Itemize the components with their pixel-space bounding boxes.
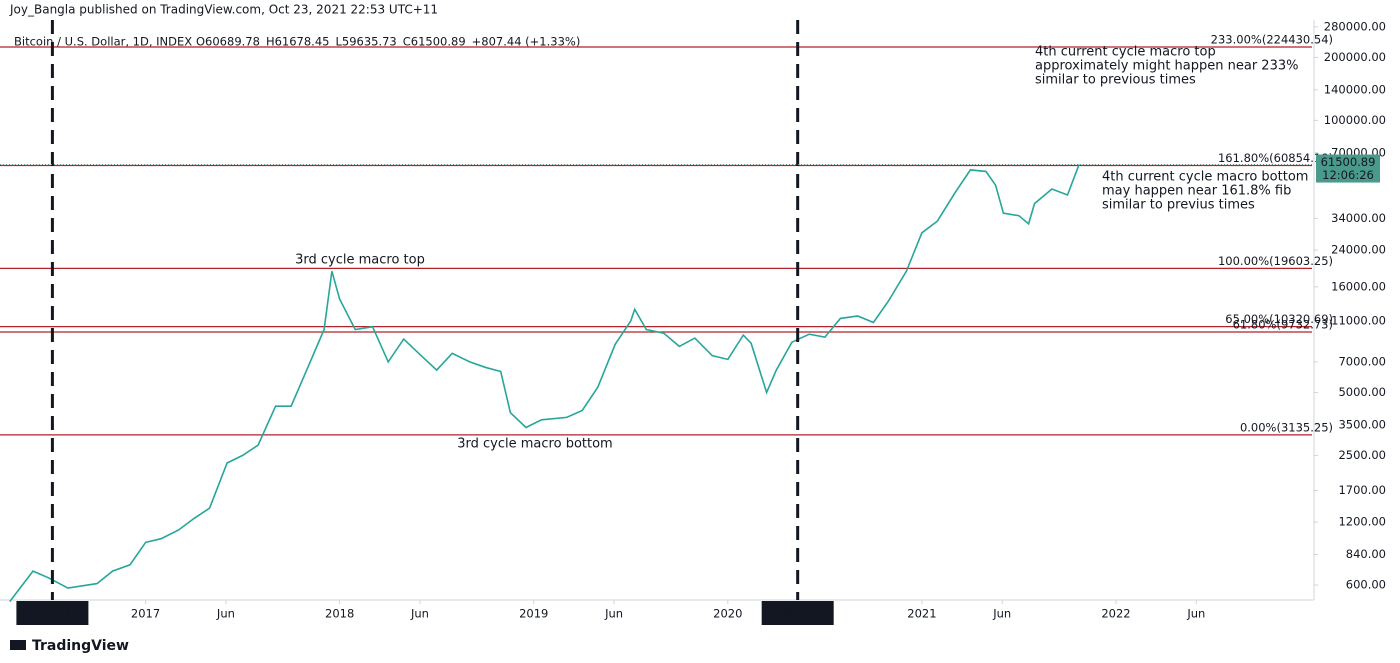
y-tick-label: 600.00	[1346, 578, 1386, 592]
x-tick-label: 2019	[519, 607, 548, 621]
annotation: may happen near 161.8% fib	[1102, 184, 1291, 199]
price-line	[9, 164, 1080, 603]
annotation: 4th current cycle macro bottom	[1102, 170, 1308, 185]
x-tick-label: Jun	[1186, 607, 1205, 621]
y-tick-label: 140000.00	[1324, 82, 1386, 96]
y-tick-label: 24000.00	[1331, 243, 1386, 257]
annotation: similar to previous times	[1035, 73, 1196, 88]
annotation: approximately might happen near 233%	[1035, 59, 1298, 74]
countdown: 12:06:26	[1322, 168, 1374, 182]
x-tick-label: 2021	[907, 607, 936, 621]
marker-label: 11 May '20	[766, 607, 830, 621]
marker-label: 10 Jul '16	[26, 607, 80, 621]
marker-box	[16, 601, 89, 625]
fib-label: 65.00%(10320.69)	[1225, 312, 1333, 326]
y-tick-label: 1200.00	[1338, 515, 1386, 529]
ohlc-value: O60689.78	[196, 35, 260, 49]
x-tick-label: Jun	[604, 607, 623, 621]
ohlc-value: H61678.45	[266, 35, 330, 49]
y-tick-label: 280000.00	[1324, 19, 1386, 33]
y-tick-label: 16000.00	[1331, 279, 1386, 293]
ohlc: O60689.78 H61678.45 L59635.73 C61500.89 +807…	[196, 35, 580, 49]
ohlc-value: C61500.89	[403, 35, 466, 49]
last-price-label: 61500.89	[1321, 155, 1376, 169]
y-tick-label: 7000.00	[1338, 354, 1386, 368]
annotation: similar to previus times	[1102, 198, 1255, 213]
y-tick-label: 5000.00	[1338, 385, 1386, 399]
last-price-box	[1316, 154, 1380, 183]
fib-label: 61.80%(9732.73)	[1233, 317, 1333, 331]
y-tick-label: 1700.00	[1338, 483, 1386, 497]
y-tick-label: 3500.00	[1338, 417, 1386, 431]
annotation: 3rd cycle macro bottom	[457, 437, 612, 452]
fib-label: 233.00%(224430.54)	[1211, 32, 1333, 46]
y-tick-label: 100000.00	[1324, 113, 1386, 127]
annotation: 3rd cycle macro top	[295, 253, 425, 268]
brand: TradingView	[32, 638, 129, 654]
y-tick-label: 2500.00	[1338, 448, 1386, 462]
x-tick-label: 2020	[713, 607, 742, 621]
x-tick-label: 2018	[325, 607, 354, 621]
x-tick-label: Jun	[992, 607, 1011, 621]
y-tick-label: 11000.00	[1331, 313, 1386, 327]
brand-logo	[10, 640, 26, 650]
ohlc-value: L59635.73	[335, 35, 396, 49]
annotation: 4th current cycle macro top	[1035, 45, 1216, 60]
y-tick-label: 200000.00	[1324, 50, 1386, 64]
fib-label: 100.00%(19603.25)	[1218, 254, 1333, 268]
publisher: Joy_Bangla published on TradingView.com,…	[9, 3, 438, 17]
marker-box	[761, 601, 834, 625]
y-tick-label: 840.00	[1346, 547, 1386, 561]
fib-label: 161.80%(60854.18)	[1218, 151, 1333, 165]
x-tick-label: 2017	[131, 607, 160, 621]
x-tick-label: Jun	[410, 607, 429, 621]
symbol: Bitcoin / U.S. Dollar, 1D, INDEX	[14, 35, 192, 49]
x-tick-label: Jun	[216, 607, 235, 621]
y-tick-label: 34000.00	[1331, 211, 1386, 225]
x-tick-label: 2022	[1101, 607, 1130, 621]
ohlc-value: +807.44 (+1.33%)	[472, 35, 581, 49]
fib-label: 0.00%(3135.25)	[1240, 420, 1333, 434]
